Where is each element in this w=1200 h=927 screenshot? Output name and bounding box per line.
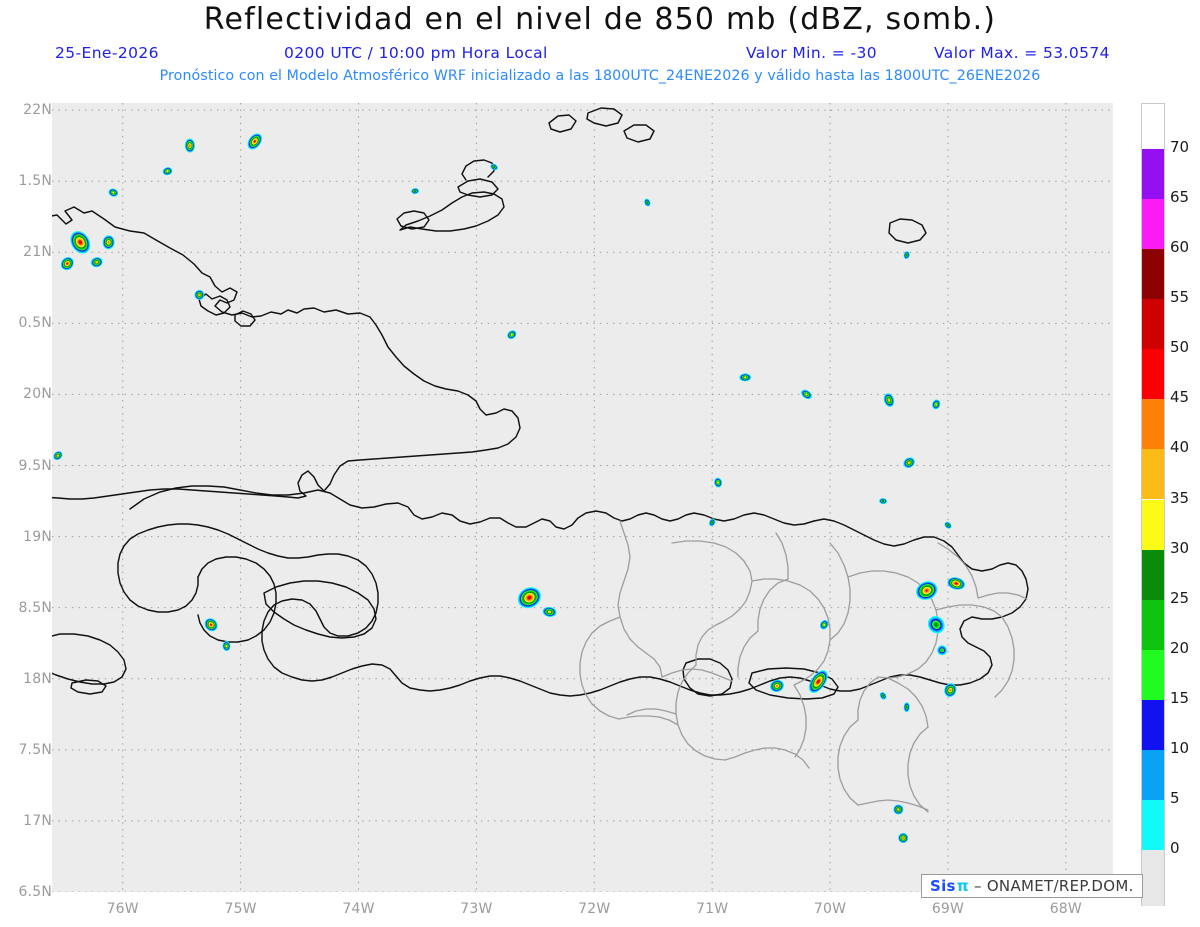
value-max-label: Valor Max. = 53.0574 (934, 44, 1110, 62)
colorbar-tick: 5 (1170, 788, 1180, 807)
colorbar-band (1142, 850, 1164, 906)
y-tick-label: 19N (23, 528, 52, 545)
logo-agency-text: – ONAMET/REP.DOM. (973, 877, 1134, 895)
colorbar-band (1142, 699, 1164, 750)
x-tick-label: 68W (1049, 901, 1082, 917)
x-tick-label: 75W (224, 901, 257, 917)
colorbar-tick: 40 (1170, 438, 1190, 457)
y-tick-label: 8.5N (18, 599, 52, 616)
coastline-bahamas (396, 107, 655, 232)
y-tick-label: 20N (23, 386, 52, 403)
colorbar-tick: 70 (1170, 138, 1190, 156)
colorbar-band (1142, 649, 1164, 700)
reflectivity-cells (53, 133, 966, 843)
colorbar-tick: 10 (1170, 738, 1190, 757)
forecast-date: 25-Ene-2026 (55, 44, 159, 62)
agency-logo: Sis π – ONAMET/REP.DOM. (921, 874, 1143, 898)
colorbar[interactable] (1141, 103, 1165, 906)
forecast-model-note: Pronóstico con el Modelo Atmosférico WRF… (159, 68, 1041, 84)
colorbar-band (1142, 249, 1164, 300)
page-title: Reflectividad en el nivel de 850 mb (dBZ… (203, 2, 997, 37)
province-boundaries (579, 520, 1028, 813)
colorbar-band (1142, 349, 1164, 400)
x-tick-label: 74W (342, 901, 375, 917)
x-tick-label: 69W (931, 901, 965, 917)
colorbar-band (1142, 599, 1164, 650)
colorbar-band (1142, 749, 1164, 800)
colorbar-band (1142, 799, 1164, 850)
colorbar-tick: 65 (1170, 188, 1190, 207)
y-tick-label: 17N (23, 812, 52, 829)
x-tick-label: 70W (813, 901, 847, 917)
x-tick-label: 72W (578, 901, 611, 917)
colorbar-band (1142, 499, 1164, 550)
y-tick-label: 9.5N (18, 457, 52, 474)
reflectivity-map[interactable] (52, 103, 1113, 892)
x-tick-label: 73W (460, 901, 493, 917)
colorbar-tick: 45 (1170, 388, 1190, 407)
colorbar-tick: 20 (1170, 638, 1190, 657)
y-tick-label: 6.5N (18, 884, 52, 900)
gridlines (52, 103, 1113, 892)
colorbar-band (1142, 299, 1164, 350)
y-tick-label: 7.5N (18, 741, 52, 758)
y-tick-label: 18N (23, 670, 52, 687)
colorbar-band (1142, 549, 1164, 600)
colorbar-tick: 55 (1170, 288, 1190, 307)
colorbar-band (1142, 199, 1164, 250)
logo-pi-icon: π (956, 877, 969, 895)
y-tick-label: 0.5N (18, 315, 52, 332)
y-tick-label: 21N (23, 244, 52, 261)
colorbar-tick: 25 (1170, 588, 1190, 607)
colorbar-tick: 50 (1170, 338, 1190, 357)
value-min-label: Valor Min. = -30 (746, 44, 877, 62)
coastline-jamaica (52, 633, 127, 695)
colorbar-band (1142, 449, 1164, 500)
coastline-hispaniola (117, 218, 1029, 700)
colorbar-tick: 0 (1170, 839, 1180, 857)
colorbar-tick: 60 (1170, 238, 1190, 257)
colorbar-tick: 35 (1170, 488, 1190, 507)
colorbar-band (1142, 399, 1164, 450)
colorbar-band (1142, 149, 1164, 200)
logo-sis-text: Sis (930, 877, 956, 895)
x-tick-label: 71W (696, 901, 729, 917)
subheader-line: 25-Ene-2026 0200 UTC / 10:00 pm Hora Loc… (0, 44, 1200, 66)
map-canvas (52, 103, 1113, 892)
y-tick-label: 1.5N (18, 173, 52, 190)
colorbar-tick: 15 (1170, 688, 1190, 707)
forecast-time: 0200 UTC / 10:00 pm Hora Local (284, 44, 548, 62)
y-tick-label: 22N (23, 102, 52, 119)
coastline-cuba (52, 206, 521, 500)
x-tick-label: 76W (106, 901, 139, 917)
colorbar-tick: 30 (1170, 538, 1190, 557)
